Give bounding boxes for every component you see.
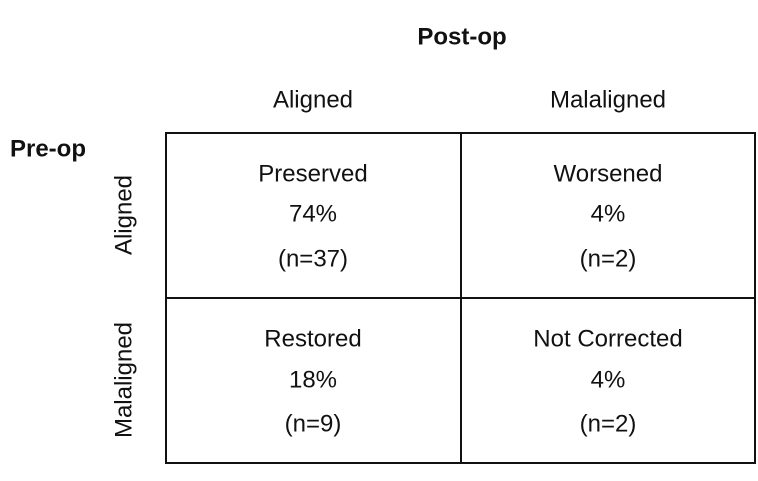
row-header: Pre-op — [10, 135, 86, 162]
row-label: Malaligned — [110, 322, 137, 438]
cell-outcome: Preserved — [258, 160, 367, 187]
column-label: Aligned — [273, 86, 353, 113]
cell-outcome: Worsened — [554, 160, 663, 187]
cells: Preserved 74% (n=37) Worsened 4% (n=2) Restore… — [258, 160, 682, 437]
cell-percent: 18% — [289, 366, 337, 393]
column-label: Malaligned — [550, 86, 666, 113]
cell-outcome: Not Corrected — [533, 325, 682, 352]
cell-percent: 4% — [591, 366, 626, 393]
cell-count: (n=37) — [278, 245, 348, 272]
cell-count: (n=2) — [580, 245, 637, 272]
column-header: Post-op — [417, 23, 506, 50]
cell-percent: 74% — [289, 200, 337, 227]
cell-count: (n=9) — [285, 410, 342, 437]
cell-percent: 4% — [591, 200, 626, 227]
row-label: Aligned — [110, 175, 137, 255]
cell-outcome: Restored — [264, 325, 361, 352]
cell-count: (n=2) — [580, 410, 637, 437]
